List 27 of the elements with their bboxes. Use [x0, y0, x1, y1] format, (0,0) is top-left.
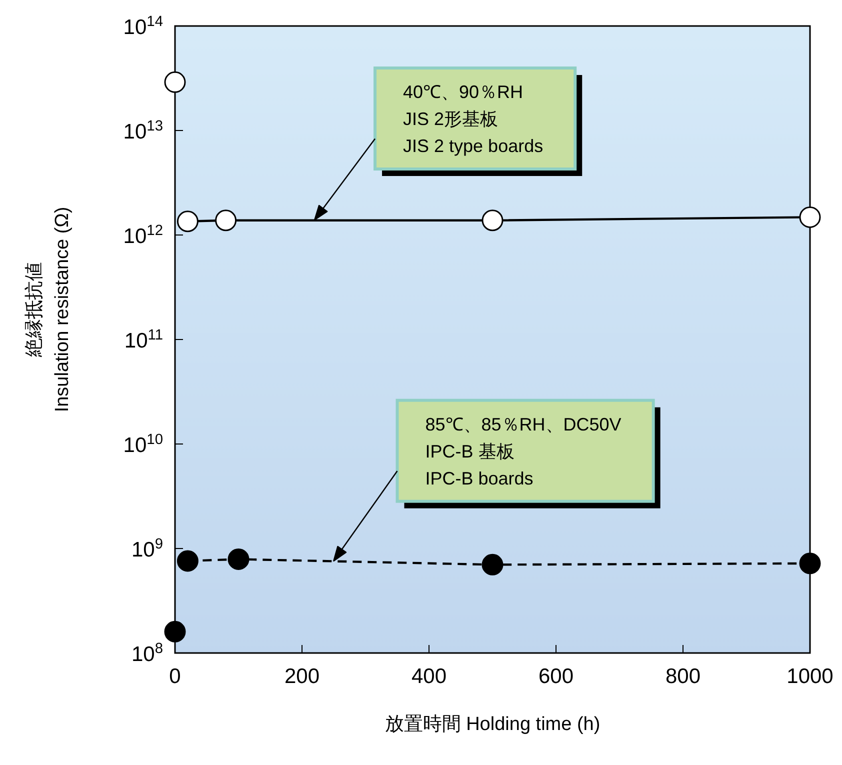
x-tick-label: 1000: [786, 665, 834, 688]
annotation: 85℃、85％RH、DC50V IPC-B 基板 IPC-B boards: [396, 398, 660, 508]
y-tick-label: 10$^{13}$: [123, 118, 163, 144]
y-tick-label: 10$^{11}$: [124, 328, 163, 352]
y-tick-label: 10$^{14}$: [123, 14, 163, 39]
point: [176, 550, 198, 572]
point: [176, 210, 198, 232]
annotation: 85℃、85％RH、DC50V IPC-B 基板 IPC-B boards: [425, 414, 622, 488]
y-axis-title: 絶縁抵抗値 Insulation resistance (Ω): [24, 206, 73, 412]
x-tick-label: 0: [169, 665, 181, 688]
x-tick-label: 600: [538, 665, 574, 688]
point: [482, 554, 504, 576]
x-tick-label: 800: [665, 665, 701, 688]
y-tick-label: 10$^{8}$: [131, 641, 163, 666]
x-axis-title: 放置時間 Holding time (h): [384, 714, 600, 735]
point: [799, 206, 821, 228]
y-tick-label: 10$^{12}$: [123, 223, 163, 248]
annotation: 40℃、90％RH JIS 2形基板 JIS 2 type boards: [403, 82, 544, 156]
point: [799, 552, 821, 574]
y-tick-label: 10$^{10}$: [123, 432, 163, 457]
point: [215, 210, 237, 232]
x-tick-label: 400: [411, 665, 447, 688]
y-tick-label: 10$^{9}$: [131, 536, 163, 562]
annotation: 40℃、90％RH JIS 2形基板 JIS 2 type boards: [374, 66, 582, 176]
x-tick-label: 200: [284, 665, 320, 688]
point: [228, 548, 250, 570]
point: [482, 210, 504, 232]
